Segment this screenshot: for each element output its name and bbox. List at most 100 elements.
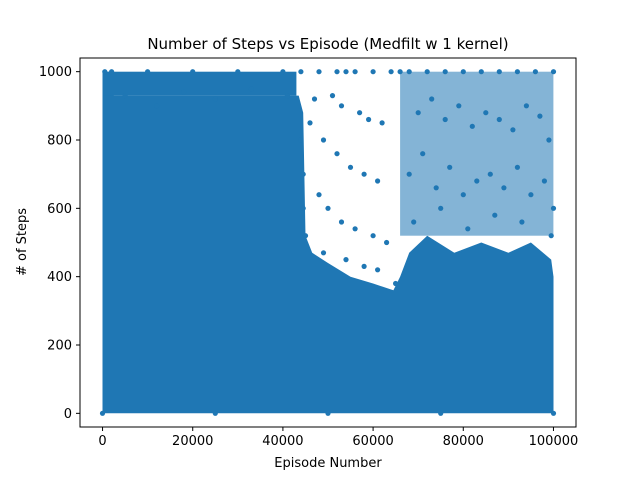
y-axis-label: # of Steps [15,208,30,276]
data-point [532,69,539,75]
data-point [375,267,381,273]
data-point [329,93,336,99]
data-point [212,96,218,102]
data-point [496,116,502,123]
x-axis: 0 20000 40000 60000 80000 100000 [98,427,578,449]
data-point [307,120,313,126]
plot-frame [79,57,577,428]
data-point [181,89,187,95]
data-point [550,410,557,416]
data-point [501,185,507,191]
data-point [300,171,306,177]
data-point [352,69,358,75]
data-point [537,113,543,119]
data-point [338,219,345,225]
data-point [370,233,376,239]
x-tick-label: 40000 [262,434,303,449]
data-point [361,171,367,177]
chart-title: Number of Steps vs Episode (Medfilt w 1 … [147,35,508,53]
data-point [361,263,367,269]
dense-point-cloud [102,71,554,414]
data-point [388,69,394,75]
data-point [320,137,327,143]
data-point [366,116,372,123]
data-point [311,96,318,102]
data-point [420,151,426,157]
y-tick-label: 0 [64,407,72,422]
data-point [357,110,363,116]
data-point [316,69,322,75]
plot-area [79,57,577,428]
y-tick-label: 600 [47,202,72,217]
data-point [474,178,480,184]
data-point [145,69,151,75]
data-point [483,110,489,116]
data-point [438,410,444,416]
x-tick-label: 0 [98,434,106,449]
x-tick-label: 20000 [172,434,213,449]
data-point [438,205,444,211]
data-point [478,69,484,75]
data-point [280,69,286,75]
data-point [442,116,448,123]
data-point [519,219,525,225]
data-point [379,120,385,126]
data-point [334,151,340,157]
data-point [406,69,412,75]
data-point [248,86,254,92]
data-point [109,69,115,75]
point-density-layer [102,71,554,414]
data-point [235,69,241,75]
semi-dense-band-right [400,71,554,236]
data-point [429,96,435,102]
data-point [370,69,376,75]
data-point [325,410,331,416]
data-point [320,250,327,256]
data-point [406,171,412,177]
data-point [548,233,554,239]
x-tick-label: 60000 [352,434,393,449]
data-point [302,233,309,239]
data-point [546,137,552,143]
y-tick-label: 200 [47,339,72,354]
x-axis-label: Episode Number [274,456,382,471]
data-point [456,103,462,109]
data-point [122,93,128,99]
data-point [352,226,358,232]
data-point [550,69,557,75]
data-point [460,192,466,198]
data-point [541,178,548,184]
y-axis: 0 200 400 600 800 1000 [39,65,80,422]
y-tick-label: 800 [47,134,72,149]
data-point [190,69,196,75]
data-point [300,205,306,211]
data-point [424,69,430,75]
data-point [510,127,516,133]
data-point [465,226,471,232]
data-point [298,69,304,75]
y-tick-label: 1000 [39,65,72,80]
data-point [384,239,390,246]
data-point [496,69,502,75]
data-point [338,103,345,109]
y-tick-label: 400 [47,270,72,285]
data-point [212,410,218,416]
data-point [550,205,557,211]
data-point [433,185,439,191]
data-point [102,69,108,75]
data-point [347,164,354,170]
data-points [99,69,557,416]
data-point [393,280,399,287]
data-point [514,69,521,75]
data-point [343,69,349,75]
data-point [154,103,160,109]
data-point [99,410,106,416]
data-point [284,93,290,99]
data-point [492,212,498,218]
data-point [514,164,521,170]
data-point [334,69,340,75]
data-point [298,137,304,143]
data-point [460,69,466,75]
x-tick-label: 100000 [529,434,579,449]
